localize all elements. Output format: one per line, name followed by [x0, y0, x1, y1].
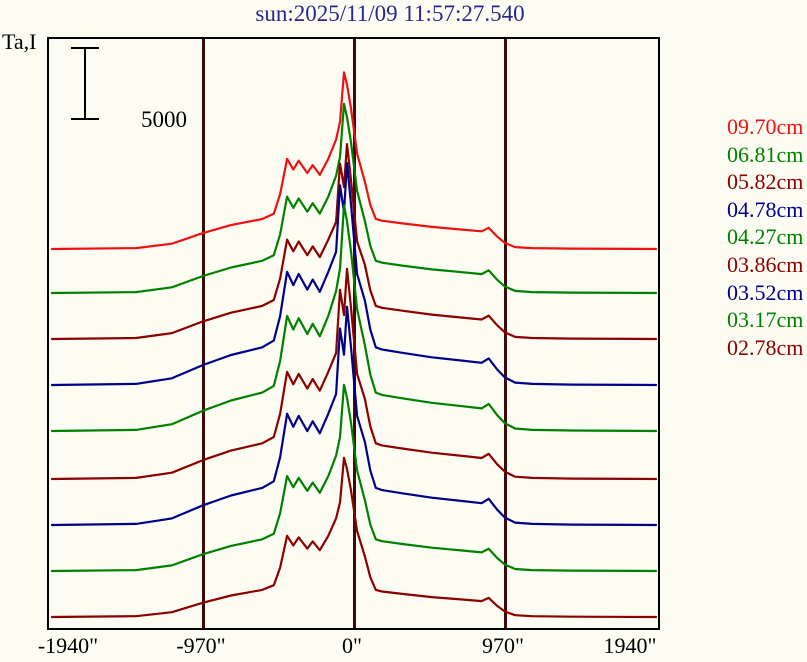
marker-line-minus-970 [202, 39, 205, 628]
x-tick-label: 1940" [603, 633, 657, 658]
scan-curve-0681cm [50, 102, 658, 295]
legend-item-0478cm: 04.78cm [727, 196, 804, 222]
legend-item-0352cm: 03.52cm [727, 279, 804, 305]
scan-curve-0582cm [50, 142, 658, 341]
wavelength-legend: 09.70cm 06.81cm 05.82cm 04.78cm 04.27cm 03.86… [727, 113, 807, 361]
scale-bar-stem [84, 47, 86, 120]
marker-line-zero [353, 39, 356, 628]
x-tick-label: 970" [482, 633, 524, 658]
legend-item-0278cm: 02.78cm [727, 334, 804, 360]
x-axis-tick-labels: -1940" -970" 0" 970" 1940" [0, 633, 807, 661]
legend-item-0582cm: 05.82cm [727, 169, 804, 195]
legend-item-0681cm: 06.81cm [727, 141, 804, 167]
x-tick-label: -1940" [37, 633, 99, 658]
scale-bar-bottom-cap [71, 118, 99, 120]
legend-item-0317cm: 03.17cm [727, 307, 804, 333]
x-tick-label: 0" [342, 633, 362, 658]
scan-curve-0478cm [50, 161, 658, 387]
y-axis-label: Ta,I [2, 29, 37, 54]
scan-curve-0970cm [50, 71, 658, 251]
scan-curve-0427cm [50, 204, 658, 433]
scan-curve-0317cm [50, 383, 658, 573]
plot-title: sun:2025/11/09 11:57:27.540 [255, 1, 525, 26]
scan-curve-0278cm [50, 456, 658, 619]
scan-curve-0386cm [50, 267, 658, 481]
intensity-scale-bar [71, 47, 99, 120]
plot-area: 5000 [47, 37, 660, 630]
x-tick-label: -970" [176, 633, 226, 658]
scan-curve-0352cm [50, 305, 658, 527]
scan-curves [50, 71, 658, 619]
legend-item-0386cm: 03.86cm [727, 251, 804, 277]
scale-bar-label: 5000 [141, 107, 187, 132]
legend-item-0427cm: 04.27cm [727, 224, 804, 250]
legend-item-0970cm: 09.70cm [727, 114, 804, 139]
